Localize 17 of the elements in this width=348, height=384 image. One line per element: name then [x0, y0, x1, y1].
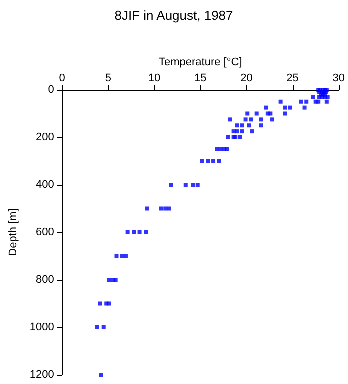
x-tick-label: 10 [148, 72, 161, 84]
y-tick-label: 1200 [30, 369, 54, 381]
y-tick-label: 600 [36, 226, 54, 238]
x-tick-label: 15 [194, 72, 207, 84]
y-tick-label: 200 [36, 132, 54, 144]
x-tick-label: 5 [105, 72, 112, 84]
x-tick-label: 25 [286, 72, 299, 84]
x-tick-label: 30 [332, 72, 346, 84]
y-tick-label: 0 [48, 84, 54, 96]
y-axis-title: Depth [m] [8, 208, 20, 256]
y-tick-label: 400 [36, 179, 54, 191]
y-tick-label: 1000 [30, 322, 54, 334]
x-tick-label: 20 [240, 72, 253, 84]
y-tick-label: 800 [36, 274, 54, 286]
chart-title: 8JIF in August, 1987 [114, 8, 234, 23]
x-tick-label: 0 [59, 72, 66, 84]
x-axis-title: Temperature [°C] [158, 56, 242, 68]
